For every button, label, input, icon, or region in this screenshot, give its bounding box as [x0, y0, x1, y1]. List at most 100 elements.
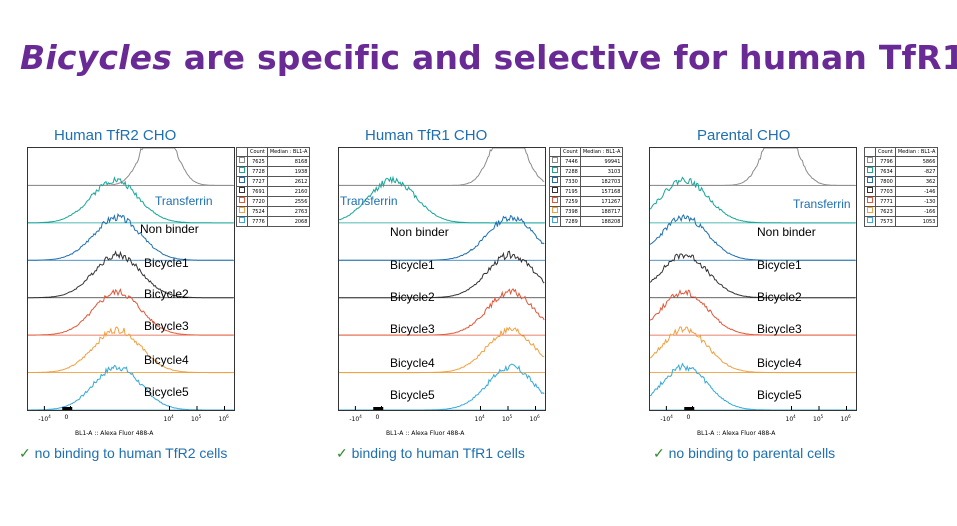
- histogram-plot: [338, 147, 546, 411]
- table-row: 7727 2612: [236, 176, 311, 187]
- table-cell: 2612: [266, 176, 311, 187]
- table-cell: -827: [894, 166, 939, 177]
- table-row: 7796 5866: [864, 156, 939, 167]
- table-header: Count: [875, 147, 896, 157]
- series-label: Non binder: [757, 225, 816, 239]
- table-cell: 5866: [894, 156, 939, 167]
- panel-footer: ✓ no binding to parental cells: [653, 445, 835, 462]
- panel-footer: ✓ binding to human TfR1 cells: [336, 445, 525, 462]
- series-label: Transferrin: [340, 194, 398, 208]
- histogram-series-1: [28, 148, 234, 186]
- histogram-series-5: [339, 288, 545, 336]
- table-cell: 7771: [875, 196, 896, 207]
- x-tick-label: 104: [785, 414, 796, 423]
- series-label: Bicycle4: [390, 356, 435, 370]
- series-label: Bicycle1: [390, 258, 435, 272]
- histogram-series-5: [650, 289, 856, 336]
- table-row: 7288 3103: [549, 166, 624, 177]
- table-cell: 157168: [579, 186, 624, 197]
- table-cell: 171267: [579, 196, 624, 207]
- legend-swatch: [239, 177, 245, 183]
- footer-text: binding to human TfR1 cells: [351, 445, 525, 461]
- x-tick-label: -104: [38, 414, 51, 423]
- table-header: Count: [247, 147, 268, 157]
- table-row: 7289 188208: [549, 216, 624, 227]
- panel-footer: ✓ no binding to human TfR2 cells: [19, 445, 227, 462]
- table-header: Median : BL1-A: [894, 147, 939, 157]
- table-cell: 3103: [579, 166, 624, 177]
- table-row: 7634 -827: [864, 166, 939, 177]
- x-tick-label: 104: [163, 414, 174, 423]
- table-cell: 188717: [579, 206, 624, 217]
- table-cell: 7634: [875, 166, 896, 177]
- histogram-svg: [650, 148, 856, 410]
- x-tick-label: -104: [660, 414, 673, 423]
- table-row: 7625 8168: [236, 156, 311, 167]
- legend-swatch: [239, 157, 245, 163]
- legend-swatch: [867, 177, 873, 183]
- x-axis-label: BL1-A :: Alexa Fluor 488-A: [75, 430, 154, 437]
- table-cell: 7800: [875, 176, 896, 187]
- x-tick-label: 105: [191, 414, 202, 423]
- legend-swatch: [552, 177, 558, 183]
- legend-swatch: [552, 197, 558, 203]
- slide-title: Bicycles are specific and selective for …: [20, 38, 957, 77]
- series-label: Bicycle2: [757, 290, 802, 304]
- histogram-series-1: [650, 148, 856, 186]
- legend-swatch: [552, 157, 558, 163]
- histogram-series-2: [650, 176, 856, 224]
- series-label: Bicycle1: [144, 256, 189, 270]
- histogram-series-6: [339, 326, 545, 374]
- table-cell: 2556: [266, 196, 311, 207]
- table-row: 7259 171267: [549, 196, 624, 207]
- legend-swatch: [552, 167, 558, 173]
- histogram-svg: [339, 148, 545, 410]
- check-icon: ✓: [653, 445, 669, 461]
- histogram-series-4: [650, 253, 856, 299]
- table-cell: 7195: [560, 186, 581, 197]
- legend-swatch: [552, 207, 558, 213]
- table-cell: -166: [894, 206, 939, 217]
- table-row: 7195 157168: [549, 186, 624, 197]
- table-cell: 7720: [247, 196, 268, 207]
- table-row: 7776 2068: [236, 216, 311, 227]
- table-row: 7691 2160: [236, 186, 311, 197]
- table-cell: 7259: [560, 196, 581, 207]
- x-axis-label: BL1-A :: Alexa Fluor 488-A: [386, 430, 465, 437]
- table-cell: 7524: [247, 206, 268, 217]
- histogram-series-2: [339, 175, 545, 224]
- table-cell: 182703: [579, 176, 624, 187]
- table-cell: 188208: [579, 216, 624, 227]
- stats-table: Count Median : BL1-A 7446 99941 7288 3103 7330…: [549, 147, 624, 227]
- table-row: 7703 -146: [864, 186, 939, 197]
- title-rest: are specific and selective for human TfR…: [172, 38, 957, 77]
- table-row: 7573 1053: [864, 216, 939, 227]
- stats-table: Count Median : BL1-A 7796 5866 7634 -827 7800 3…: [864, 147, 939, 227]
- histogram-svg: [28, 148, 234, 410]
- stats-table: Count Median : BL1-A 7625 8168 7728 1938 7727 2…: [236, 147, 311, 227]
- table-cell: 7796: [875, 156, 896, 167]
- table-cell: 7289: [560, 216, 581, 227]
- series-label: Bicycle2: [144, 287, 189, 301]
- table-row: 7771 -130: [864, 196, 939, 207]
- x-tick-label: -104: [349, 414, 362, 423]
- histogram-series-6: [28, 326, 234, 374]
- table-cell: 1938: [266, 166, 311, 177]
- series-label: Bicycle5: [757, 388, 802, 402]
- table-cell: 7330: [560, 176, 581, 187]
- footer-text: no binding to human TfR2 cells: [34, 445, 228, 461]
- x-axis-label: BL1-A :: Alexa Fluor 488-A: [697, 430, 776, 437]
- legend-swatch: [867, 167, 873, 173]
- x-axis-zero-bar: [684, 407, 695, 410]
- histogram-series-7: [339, 363, 545, 410]
- check-icon: ✓: [19, 445, 35, 461]
- x-tick-label: 105: [502, 414, 513, 423]
- series-label: Bicycle4: [757, 356, 802, 370]
- x-tick-label: 0: [64, 414, 69, 421]
- histogram-plot: [27, 147, 235, 411]
- table-cell: 362: [894, 176, 939, 187]
- x-axis-zero-bar: [373, 407, 384, 410]
- table-header: [864, 147, 876, 157]
- series-label: Bicycle3: [144, 319, 189, 333]
- table-row: 7398 188717: [549, 206, 624, 217]
